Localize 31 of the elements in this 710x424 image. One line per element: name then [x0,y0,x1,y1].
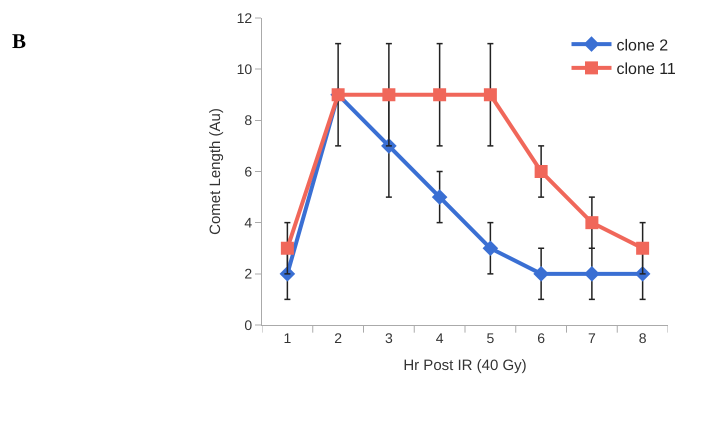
y-tick-label: 0 [244,316,252,333]
x-tick-label: 7 [588,330,596,346]
x-tick-label: 3 [384,330,393,346]
x-tick-label: 2 [334,330,342,346]
x-tick-label: 5 [486,330,494,346]
y-axis-title: Comet Length (Au) [206,108,224,235]
point [382,88,396,102]
point [432,189,448,205]
x-tick-label: 8 [638,330,647,346]
point [584,266,600,282]
point [484,88,497,102]
y-tick-label: 12 [236,10,252,26]
y-tick-label: 4 [244,214,252,231]
y-tick-label: 2 [244,266,252,282]
point [280,242,294,255]
x-tick-label: 4 [436,330,444,346]
x-axis-title: Hr Post IR (40 Gy) [403,356,527,374]
x-tick-label: 6 [537,330,546,346]
point [534,165,548,178]
y-tick-label: 10 [236,61,252,78]
legend-label: clone 2 [616,37,668,54]
y-tick-label: 6 [244,163,252,180]
point [482,240,498,256]
text: B [12,29,26,53]
point [433,88,446,102]
point [533,266,549,282]
x-tick-label: 1 [283,330,292,346]
legend-label: clone 11 [616,61,676,78]
point [585,216,598,230]
point [636,242,650,255]
y-tick-label: 8 [244,112,252,128]
